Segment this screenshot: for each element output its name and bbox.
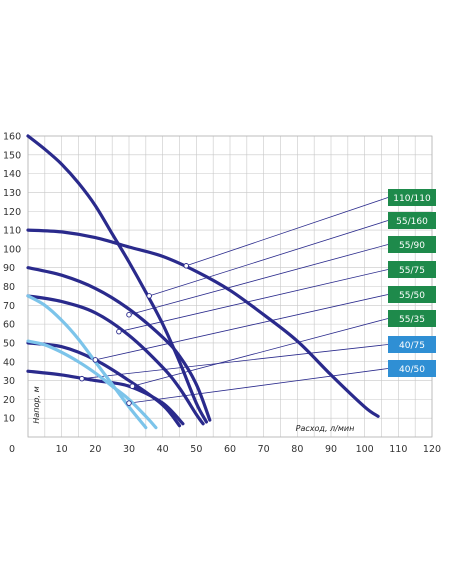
series-lines [26, 134, 380, 430]
leader-lines [81, 197, 389, 404]
series-marker-55-90 [126, 311, 132, 318]
leader-line-40-50 [128, 368, 389, 404]
y-tick-label: 30 [3, 376, 15, 387]
legend-label: 55/160 [396, 217, 428, 227]
series-line-55-160 [26, 134, 208, 424]
x-tick-label: 50 [190, 444, 202, 455]
legend-badge [388, 212, 436, 229]
series-line-55-50 [26, 341, 182, 428]
legend-label: 110/110 [393, 194, 431, 204]
legend-item-55-160: 55/160 [388, 212, 436, 229]
legend-item-55-90: 55/90 [388, 236, 436, 253]
legend-label: 55/35 [399, 315, 425, 325]
y-tick-label: 70 [3, 301, 15, 312]
y-tick-label: 10 [3, 414, 15, 425]
legend-badge [388, 286, 436, 303]
axes: 0 10 20 30 40 50 60 70 80 90 100 110 120 10 20 30 40 50 60… [3, 132, 441, 456]
series-line-110-110 [26, 228, 380, 418]
legend-label: 40/75 [399, 341, 425, 351]
legend-badge [388, 336, 436, 353]
x-tick-label: 120 [423, 444, 441, 455]
series-line-55-75 [26, 294, 205, 426]
y-tick-label: 90 [3, 263, 15, 274]
series-marker-55-160 [146, 293, 152, 299]
x-tick-label: 110 [389, 444, 407, 455]
y-tick-label: 120 [3, 207, 21, 218]
y-tick-label: 100 [3, 244, 21, 255]
legend-label: 55/75 [399, 266, 425, 276]
y-tick-label: 150 [3, 150, 21, 161]
series-line-40-50 [26, 339, 158, 430]
x-tick-label: 100 [356, 444, 374, 455]
legend-label: 55/50 [399, 291, 425, 301]
legend-item-55-35: 55/35 [388, 310, 436, 327]
leader-line-55-160 [149, 220, 389, 297]
series-marker-55-75 [116, 328, 122, 335]
legend-badge [388, 236, 436, 253]
y-tick-label: 160 [3, 132, 21, 143]
series-markers [79, 263, 189, 406]
legend-badge [388, 310, 436, 327]
legend-item-55-75: 55/75 [388, 261, 436, 278]
x-tick-label: 40 [157, 444, 169, 455]
x-tick-label: 10 [56, 444, 68, 455]
legend-item-55-50: 55/50 [388, 286, 436, 303]
y-tick-label: 60 [3, 320, 15, 331]
x-tick-label: 80 [291, 444, 303, 455]
x-axis-label: Расход, л/мин [296, 424, 355, 433]
legend: 110/110 55/160 55/90 55/75 55/50 55/35 40/75 40… [388, 189, 436, 377]
legend-label: 55/90 [399, 241, 425, 251]
legend-label: 40/50 [399, 365, 425, 375]
legend-item-40-75: 40/75 [388, 336, 436, 353]
series-line-55-90 [26, 266, 212, 422]
series-marker-40-50 [126, 400, 132, 406]
leader-line-55-90 [128, 244, 389, 316]
series-marker-40-75 [79, 375, 85, 382]
leader-line-55-75 [118, 269, 389, 333]
legend-badge [388, 261, 436, 278]
x-tick-label: 60 [224, 444, 236, 455]
legend-item-110-110: 110/110 [388, 189, 436, 206]
y-tick-label: 40 [3, 357, 15, 368]
y-tick-label: 50 [3, 338, 15, 349]
x-tick-label: 70 [258, 444, 270, 455]
series-marker-110-110 [183, 263, 189, 269]
y-tick-label: 110 [3, 226, 21, 237]
y-tick-label: 80 [3, 282, 15, 293]
series-marker-55-50 [92, 357, 99, 363]
y-tick-label: 20 [3, 395, 15, 406]
legend-item-40-50: 40/50 [388, 360, 436, 377]
y-tick-label: 130 [3, 188, 21, 199]
legend-badge [388, 189, 436, 206]
y-tick-label: 140 [3, 169, 21, 180]
legend-badge [388, 360, 436, 377]
x-tick-label: 30 [123, 444, 135, 455]
x-tick-label: 90 [325, 444, 337, 455]
leader-line-110-110 [186, 197, 389, 267]
x-tick-label: 0 [9, 444, 15, 455]
leader-line-40-75 [81, 344, 389, 380]
y-axis-label: Напор, м [32, 386, 41, 423]
leader-line-55-35 [132, 318, 389, 387]
series-marker-55-35 [129, 383, 136, 389]
x-tick-label: 20 [89, 444, 101, 455]
